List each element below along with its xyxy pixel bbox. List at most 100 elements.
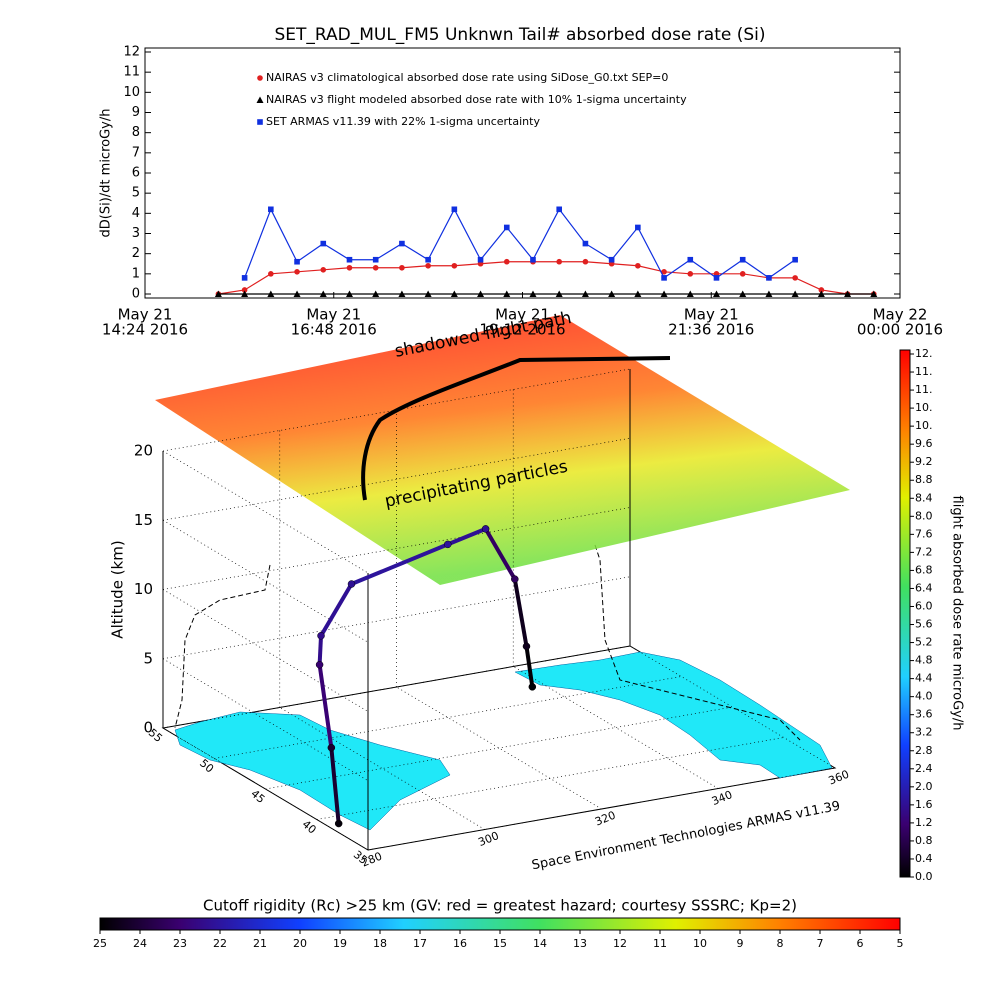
data-point	[817, 290, 825, 297]
data-point	[241, 275, 248, 281]
colorbar-tick-label: 6.0	[915, 599, 933, 612]
colorbar-tick-label: 10.	[915, 401, 933, 414]
rigidity-tick-label: 22	[213, 937, 227, 950]
colorbar-tick-label: 4.0	[915, 690, 933, 703]
rigidity-tick-label: 5	[897, 937, 904, 950]
dose-rate-plane	[155, 315, 850, 585]
legend-marker	[256, 96, 264, 103]
data-point	[870, 290, 878, 297]
colorbar-tick-label: 8.0	[915, 509, 933, 522]
data-point	[346, 264, 353, 271]
track-point	[315, 660, 324, 669]
data-point	[450, 290, 458, 297]
colorbar-tick-label: 2.4	[915, 762, 933, 775]
colorbar-tick-label: 9.6	[915, 437, 933, 450]
colorbar-tick-label: 2.8	[915, 744, 933, 757]
z-tick-label: 20	[134, 442, 153, 460]
rigidity-tick-label: 11	[653, 937, 667, 950]
track-point	[481, 525, 490, 533]
data-point	[451, 206, 458, 213]
data-point	[765, 290, 773, 297]
rigidity-tick-label: 9	[737, 937, 744, 950]
data-point	[581, 290, 589, 297]
colorbar-label: flight absorbed dose rate microGy/h	[950, 496, 965, 731]
x-tick-label: 21:36 2016	[668, 321, 754, 339]
legend-marker	[257, 75, 263, 81]
data-point	[319, 290, 327, 297]
colorbar-tick-label: 1.6	[915, 798, 933, 811]
y-tick-label: 12	[123, 45, 140, 60]
data-point	[792, 275, 798, 281]
track-segment	[317, 635, 324, 665]
rigidity-tick-label: 25	[93, 937, 107, 950]
series-line	[244, 207, 796, 279]
y-tick-label: 6	[132, 166, 140, 181]
rigidity-tick-label: 14	[533, 937, 547, 950]
colorbar-tick-label: 0.4	[915, 852, 933, 865]
z-axis-label: Altitude (km)	[109, 540, 127, 638]
x-tick-label: 16:48 2016	[291, 321, 377, 339]
track-segment	[483, 527, 517, 581]
data-point	[529, 290, 537, 297]
data-point	[555, 290, 563, 297]
data-point	[398, 290, 406, 297]
track-shadow	[174, 564, 271, 729]
data-point	[503, 290, 511, 297]
track-point	[334, 819, 343, 828]
track-segment	[512, 578, 529, 647]
y-tick-label: 5	[132, 186, 140, 201]
colorbar-tick-label: 5.2	[915, 636, 933, 649]
y-tick-label: 7	[132, 145, 140, 160]
x-tick-label: 00:00 2016	[857, 321, 943, 339]
colorbar-tick-label: 0.8	[915, 834, 933, 847]
data-point	[503, 224, 510, 231]
rigidity-tick-label: 13	[573, 937, 587, 950]
x-tick-label: May 21	[306, 306, 361, 324]
z-tick-label: 10	[134, 580, 153, 598]
legend-marker	[257, 119, 263, 125]
x-tick-label: 300	[476, 829, 500, 849]
x-tick-label: May 21	[495, 306, 550, 324]
chart-title: SET_RAD_MUL_FM5 Unknwn Tail# absorbed do…	[274, 25, 765, 45]
data-point	[451, 262, 458, 269]
data-point	[712, 290, 720, 297]
colorbar	[899, 349, 911, 878]
colorbar-tick-label: 10.	[915, 419, 933, 432]
data-point	[739, 290, 747, 297]
colorbar-tick-label: 4.8	[915, 654, 933, 667]
data-point	[346, 256, 353, 263]
data-point	[818, 287, 825, 293]
x-tick-label: May 21	[118, 306, 173, 324]
data-point	[267, 290, 275, 297]
y-tick-label: 9	[132, 105, 140, 120]
data-point	[477, 290, 485, 297]
x-tick-label: 19:12 2016	[479, 321, 565, 339]
colorbar-tick-label: 8.4	[915, 491, 933, 504]
colorbar-tick-label: 9.2	[915, 455, 933, 468]
x-tick-label: May 21	[684, 306, 739, 324]
colorbar-tick-label: 7.6	[915, 527, 933, 540]
y-tick-label: 4	[132, 206, 140, 221]
y-tick-label: 8	[132, 125, 140, 140]
data-point	[399, 240, 405, 247]
rigidity-tick-label: 17	[413, 937, 427, 950]
y-tick-label: 1	[132, 266, 140, 281]
track-point	[347, 580, 356, 588]
colorbar-tick-label: 0.0	[915, 870, 933, 883]
data-point	[766, 275, 772, 281]
data-point	[635, 224, 641, 231]
data-point	[582, 240, 589, 247]
track-point	[528, 683, 537, 691]
data-point	[372, 264, 379, 271]
track-segment	[524, 646, 535, 688]
data-point	[320, 240, 327, 247]
y-tick-label: 10	[123, 85, 140, 100]
x-tick-label: 360	[827, 768, 851, 788]
legend-label: NAIRAS v3 climatological absorbed dose r…	[266, 71, 668, 84]
data-point	[424, 290, 432, 297]
data-point	[791, 290, 799, 297]
rigidity-tick-label: 15	[493, 937, 507, 950]
data-point	[425, 256, 431, 263]
data-point	[345, 290, 353, 297]
